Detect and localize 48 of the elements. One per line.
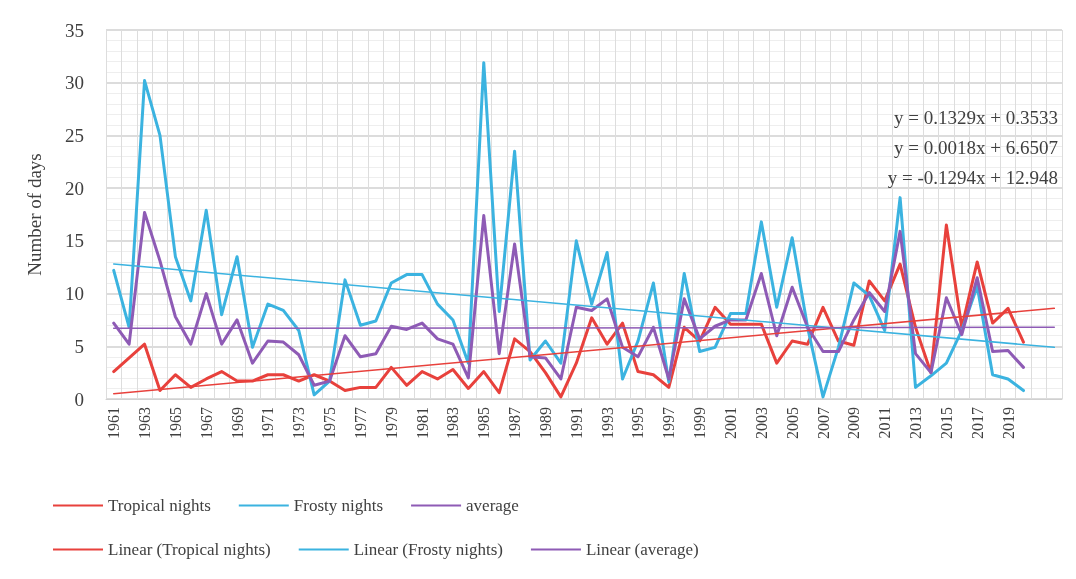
legend-label: Linear (Frosty nights) [353, 540, 503, 559]
x-tick-label: 1997 [660, 407, 678, 439]
x-tick-label: 1987 [506, 407, 524, 439]
x-tick-label: 2001 [721, 407, 739, 439]
x-tick-label: 1983 [444, 407, 462, 439]
x-tick-label: 2009 [845, 407, 863, 439]
x-tick-label: 2017 [968, 407, 986, 439]
x-tick-label: 2015 [937, 407, 955, 439]
x-tick-label: 1967 [197, 407, 215, 439]
x-tick-label: 1969 [228, 407, 246, 439]
legend-label: average [466, 496, 519, 515]
x-tick-label: 1971 [259, 407, 277, 439]
x-tick-label: 1963 [136, 407, 154, 439]
x-tick-label: 1985 [475, 407, 493, 439]
x-tick-label: 1989 [536, 407, 554, 439]
y-tick-label: 5 [74, 335, 84, 357]
y-tick-label: 10 [65, 283, 84, 305]
x-tick-label: 1981 [413, 407, 431, 439]
legend-label: Frosty nights [293, 496, 384, 515]
x-tick-label: 1999 [691, 407, 709, 439]
y-tick-label: 35 [65, 19, 84, 41]
legend-label: Linear (average) [585, 540, 699, 559]
y-tick-label: 25 [65, 124, 84, 146]
y-tick-label: 15 [65, 230, 84, 252]
x-tick-label: 2003 [752, 407, 770, 439]
x-tick-label: 1965 [166, 407, 184, 439]
legend-label: Linear (Tropical nights) [108, 540, 271, 559]
annotation: y = -0.1294x + 12.948 [887, 167, 1059, 188]
x-tick-label: 2019 [999, 407, 1017, 439]
x-tick-label: 1977 [351, 407, 369, 439]
x-tick-label: 1995 [629, 407, 647, 439]
y-tick-label: 0 [74, 388, 84, 410]
x-tick-label: 2005 [783, 407, 801, 439]
annotation: y = 0.1329x + 0.3533 [894, 107, 1059, 128]
x-tick-label: 1973 [290, 407, 308, 439]
x-tick-label: 2013 [907, 407, 925, 439]
y-axis-title: Number of days [24, 153, 45, 276]
x-tick-label: 1961 [105, 407, 123, 439]
annotation: y = 0.0018x + 6.6507 [894, 137, 1059, 158]
x-tick-label: 2011 [876, 407, 894, 439]
y-tick-label: 30 [65, 72, 84, 94]
x-tick-label: 2007 [814, 407, 832, 439]
x-tick-label: 1993 [598, 407, 616, 439]
x-tick-label: 1991 [567, 407, 585, 439]
x-tick-label: 1979 [382, 407, 400, 439]
legend-label: Tropical nights [108, 496, 211, 515]
y-tick-label: 20 [65, 177, 84, 199]
x-tick-label: 1975 [321, 407, 339, 439]
